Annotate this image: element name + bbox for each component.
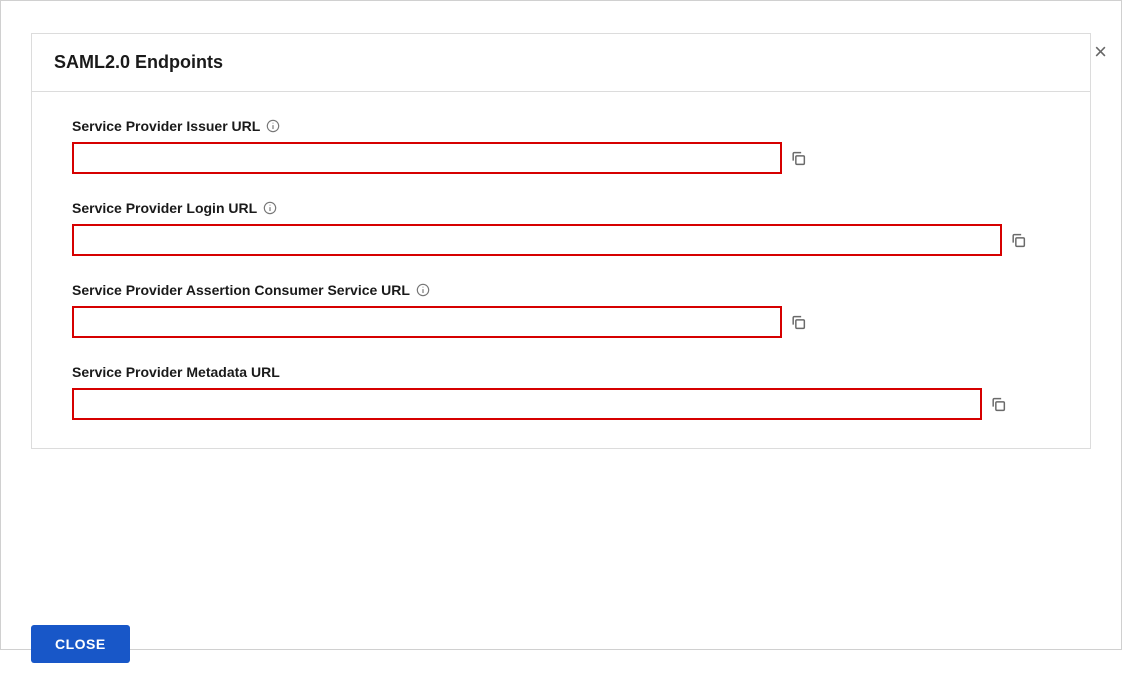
issuer-url-input[interactable]	[72, 142, 782, 174]
field-row-metadata	[72, 388, 1050, 420]
info-icon[interactable]	[416, 283, 430, 297]
label-text-issuer: Service Provider Issuer URL	[72, 118, 260, 134]
modal-footer: CLOSE	[31, 625, 130, 663]
label-text-acs: Service Provider Assertion Consumer Serv…	[72, 282, 410, 298]
field-label-acs: Service Provider Assertion Consumer Serv…	[72, 282, 1050, 298]
copy-icon[interactable]	[990, 396, 1007, 413]
panel-title: SAML2.0 Endpoints	[54, 52, 1068, 73]
field-row-issuer	[72, 142, 1050, 174]
copy-icon[interactable]	[790, 150, 807, 167]
login-url-input[interactable]	[72, 224, 1002, 256]
field-login: Service Provider Login URL	[72, 200, 1050, 256]
copy-icon[interactable]	[790, 314, 807, 331]
saml-endpoints-modal: × SAML2.0 Endpoints Service Provider Iss…	[1, 33, 1121, 681]
field-acs: Service Provider Assertion Consumer Serv…	[72, 282, 1050, 338]
label-text-metadata: Service Provider Metadata URL	[72, 364, 280, 380]
field-row-login	[72, 224, 1050, 256]
panel-body: Service Provider Issuer URL	[32, 92, 1090, 448]
field-label-metadata: Service Provider Metadata URL	[72, 364, 1050, 380]
info-icon[interactable]	[266, 119, 280, 133]
endpoints-panel: SAML2.0 Endpoints Service Provider Issue…	[31, 33, 1091, 449]
close-icon[interactable]: ×	[1094, 41, 1107, 63]
close-button[interactable]: CLOSE	[31, 625, 130, 663]
field-label-login: Service Provider Login URL	[72, 200, 1050, 216]
metadata-url-input[interactable]	[72, 388, 982, 420]
field-label-issuer: Service Provider Issuer URL	[72, 118, 1050, 134]
field-metadata: Service Provider Metadata URL	[72, 364, 1050, 420]
copy-icon[interactable]	[1010, 232, 1027, 249]
acs-url-input[interactable]	[72, 306, 782, 338]
label-text-login: Service Provider Login URL	[72, 200, 257, 216]
info-icon[interactable]	[263, 201, 277, 215]
field-issuer: Service Provider Issuer URL	[72, 118, 1050, 174]
panel-header: SAML2.0 Endpoints	[32, 34, 1090, 92]
field-row-acs	[72, 306, 1050, 338]
